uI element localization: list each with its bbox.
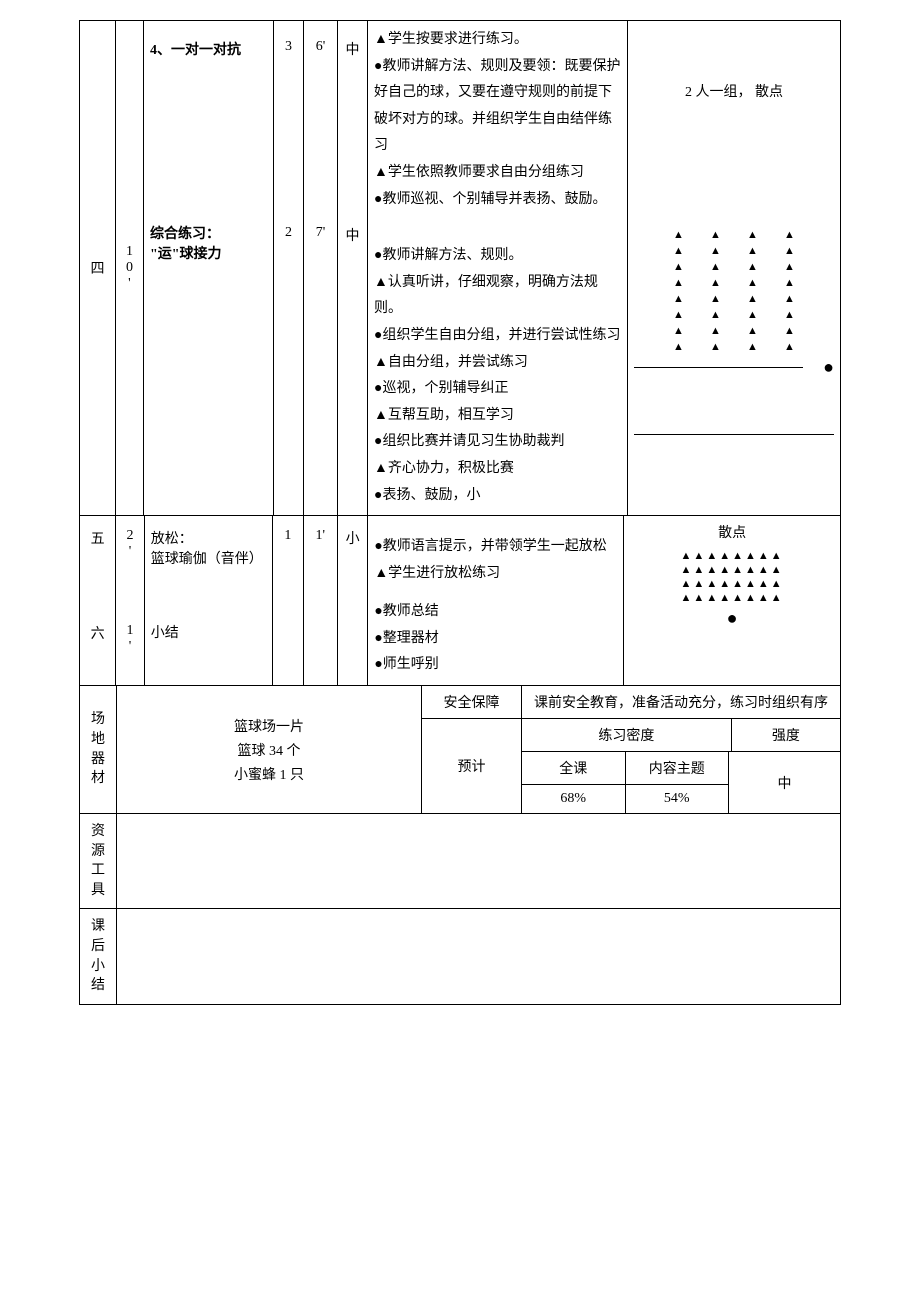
intensity: 中 (338, 21, 368, 219)
safety-forecast-block: 安全保障 课前安全教育，准备活动充分，练习时组织有序 预计 练习密度 强度 (422, 686, 840, 813)
triangle-grid-icon: ▲▲▲▲ ▲▲▲▲ ▲▲▲▲ ▲▲▲▲ ▲▲▲▲ ▲▲▲▲ ▲▲▲▲ ▲▲▲▲ (669, 229, 799, 353)
triangle-rows-icon: ▲▲▲▲▲▲▲▲ ▲▲▲▲▲▲▲▲ ▲▲▲▲▲▲▲▲ ▲▲▲▲▲▲▲▲ (628, 550, 836, 604)
equipment-list: 篮球场一片 篮球 34 个 小蜜蜂 1 只 (117, 686, 422, 813)
section-4-num-col: 四 (80, 21, 116, 515)
full-label: 全课 (522, 752, 626, 784)
formation-grid: ▲▲▲▲ ▲▲▲▲ ▲▲▲▲ ▲▲▲▲ ▲▲▲▲ ▲▲▲▲ ▲▲▲▲ ▲▲▲▲ … (628, 219, 840, 515)
description: ▲学生按要求进行练习。 ●教师讲解方法、规则及要领：既要保护好自己的球，又要在遵… (368, 21, 628, 219)
equipment-label: 场 地 器 材 (80, 686, 117, 813)
formation: 2 人一组， 散点 (628, 21, 840, 219)
intensity: 中 (338, 219, 368, 515)
intensity-value: 中 (729, 752, 840, 813)
intensity-label: 强度 (732, 719, 840, 751)
section-5-dur: 1' (304, 516, 337, 620)
topic-label: 内容主题 (626, 752, 729, 784)
teacher-dot-icon: ● (628, 608, 836, 629)
safety-text: 课前安全教育，准备活动充分，练习时组织有序 (522, 686, 840, 718)
resources-row: 资 源 工 具 (80, 814, 840, 909)
section-4-row-1: 4、一对一对抗 3 6' 中 ▲学生按要求进行练习。 ●教师讲解方法、规则及要领… (144, 21, 840, 219)
reps: 2 (274, 219, 304, 515)
section-6-num: 六 (80, 617, 115, 685)
section-5-desc: ●教师语言提示，并带领学生一起放松 ▲学生进行放松练习 (368, 516, 623, 593)
teacher-dot-icon: ● (823, 357, 834, 378)
reps: 3 (274, 21, 304, 219)
section-5-6-block: 五 六 2' 1' 放松： 篮球瑜伽（音伴） 小结 1 1' 小 ●教师语言提示… (80, 516, 840, 686)
section-4-row-2: 综合练习： "运"球接力 2 7' 中 ●教师讲解方法、规则。 ▲认真听讲，仔细… (144, 219, 840, 515)
section-6-desc: ●教师总结 ●整理器材 ●师生呼别 (368, 593, 623, 685)
safety-label: 安全保障 (422, 686, 522, 718)
section-5-time: 2' (116, 516, 143, 617)
section-5-int: 小 (338, 516, 367, 620)
forecast-label: 预计 (422, 719, 522, 813)
section-4-block: 四 10' 4、一对一对抗 3 6' 中 ▲学生按要求进行练习。 ●教师讲解方法… (80, 21, 840, 516)
equipment-safety-row: 场 地 器 材 篮球场一片 篮球 34 个 小蜜蜂 1 只 安全保障 课前安全教… (80, 686, 840, 814)
resources-label: 资 源 工 具 (80, 814, 117, 908)
full-value: 68% (522, 785, 626, 813)
section-4-rows: 4、一对一对抗 3 6' 中 ▲学生按要求进行练习。 ●教师讲解方法、规则及要领… (144, 21, 840, 515)
duration: 7' (304, 219, 338, 515)
density-label: 练习密度 (522, 719, 732, 751)
section-4-num: 四 (80, 252, 115, 284)
section-5-reps: 1 (273, 516, 302, 620)
section-5-name: 放松： 篮球瑜伽（音伴） (145, 516, 272, 616)
section-4-time: 10' (116, 21, 144, 515)
lesson-plan-table: 四 10' 4、一对一对抗 3 6' 中 ▲学生按要求进行练习。 ●教师讲解方法… (79, 20, 841, 1005)
postclass-body (117, 909, 840, 1003)
postclass-row: 课 后 小 结 (80, 909, 840, 1003)
section-6-name: 小结 (145, 616, 272, 685)
topic-value: 54% (626, 785, 729, 813)
activity-name: 4、一对一对抗 (144, 21, 274, 219)
activity-name: 综合练习： "运"球接力 (144, 219, 274, 515)
duration: 6' (304, 21, 338, 219)
section-6-time: 1' (116, 617, 143, 685)
scatter-label: 散点 (628, 522, 836, 542)
postclass-label: 课 后 小 结 (80, 909, 117, 1003)
divider-line-icon (634, 434, 834, 435)
section-5-num: 五 (80, 516, 115, 617)
resources-body (117, 814, 840, 908)
formation-56: 散点 ▲▲▲▲▲▲▲▲ ▲▲▲▲▲▲▲▲ ▲▲▲▲▲▲▲▲ ▲▲▲▲▲▲▲▲ ● (624, 516, 840, 685)
description: ●教师讲解方法、规则。 ▲认真听讲，仔细观察，明确方法规则。 ●组织学生自由分组… (368, 219, 628, 515)
